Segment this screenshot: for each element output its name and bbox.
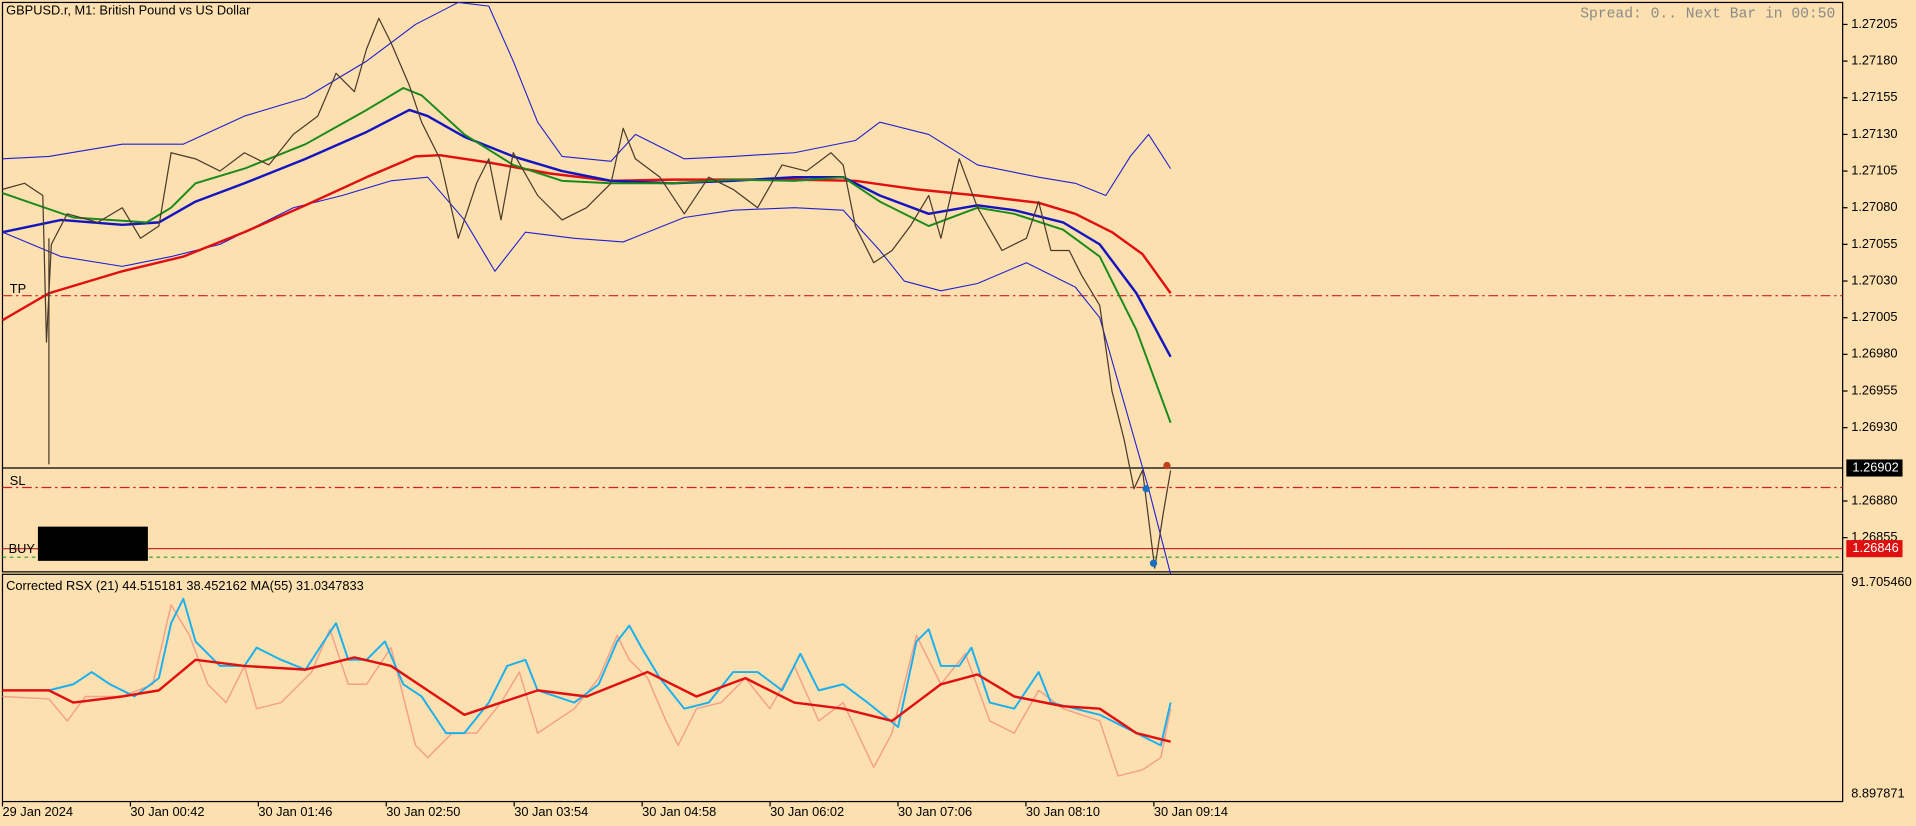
arrow bbox=[1142, 485, 1150, 493]
price-bars bbox=[2, 17, 1172, 569]
y-tick-label: 1.27105 bbox=[1851, 162, 1897, 177]
x-tick-label: 30 Jan 04:58 bbox=[642, 804, 716, 819]
indicator-panel bbox=[1, 573, 1844, 803]
y-tick-label: 1.26880 bbox=[1851, 492, 1897, 507]
y-tick-label: 1.26930 bbox=[1851, 419, 1897, 434]
x-tick-label: 30 Jan 01:46 bbox=[258, 804, 332, 819]
rsx-ma bbox=[2, 656, 1171, 743]
y-tick-label: 1.27030 bbox=[1851, 272, 1897, 287]
y-tick-label: 1.27080 bbox=[1851, 199, 1897, 214]
indicator-max: 91.705460 bbox=[1851, 574, 1912, 589]
indicator-title: Corrected RSX (21) 44.515181 38.452162 M… bbox=[6, 578, 364, 593]
x-tick-label: 30 Jan 03:54 bbox=[514, 804, 588, 819]
time-axis: 29 Jan 2024 30 Jan 00:42 30 Jan 01:46 30 Ja… bbox=[1, 801, 1228, 819]
y-tick-label: 1.27130 bbox=[1851, 126, 1897, 141]
ma-fast bbox=[2, 86, 1172, 424]
arrow bbox=[1149, 559, 1158, 567]
x-tick-label: 30 Jan 02:50 bbox=[386, 804, 460, 819]
x-tick-label: 30 Jan 06:02 bbox=[770, 804, 844, 819]
y-tick-label: 1.26980 bbox=[1851, 346, 1897, 361]
y-tick-label: 1.27055 bbox=[1851, 236, 1897, 251]
arrow bbox=[1163, 461, 1171, 470]
price-axis: 1.27205 1.27180 1.27155 1.27130 1.27105 1.270… bbox=[1842, 16, 1898, 544]
indicator-min: 8.897871 bbox=[1851, 786, 1904, 801]
rsx-line bbox=[2, 597, 1172, 747]
band-upper bbox=[2, 1, 1172, 197]
tp-label: TP bbox=[10, 281, 26, 296]
ma-mid bbox=[2, 108, 1172, 358]
y-tick-label: 1.27005 bbox=[1851, 309, 1897, 324]
buy-label: BUY bbox=[9, 541, 36, 556]
x-tick-label: 30 Jan 09:14 bbox=[1154, 804, 1228, 819]
spread-status: Spread: 0.. Next Bar in 00:50 bbox=[1580, 6, 1835, 22]
buy-price-box bbox=[1846, 540, 1903, 558]
trade-panel[interactable] bbox=[37, 526, 148, 561]
main-panel bbox=[1, 1, 1844, 573]
y-tick-label: 1.27205 bbox=[1851, 16, 1897, 31]
x-tick-label: 30 Jan 00:42 bbox=[130, 804, 204, 819]
y-tick-label: 1.26955 bbox=[1851, 382, 1897, 397]
x-tick-label: 30 Jan 07:06 bbox=[898, 804, 972, 819]
y-tick-label: 1.27155 bbox=[1851, 89, 1897, 104]
x-tick-label: 29 Jan 2024 bbox=[2, 804, 73, 819]
sl-label: SL bbox=[10, 473, 26, 488]
buy-price: 1.26846 bbox=[1852, 540, 1898, 555]
current-price: 1.26902 bbox=[1852, 459, 1898, 474]
y-tick-label: 1.27180 bbox=[1851, 52, 1897, 67]
symbol-title: GBPUSD.r, M1: British Pound vs US Dollar bbox=[6, 2, 251, 17]
current-price-box bbox=[1846, 459, 1903, 477]
x-tick-label: 30 Jan 08:10 bbox=[1026, 804, 1100, 819]
